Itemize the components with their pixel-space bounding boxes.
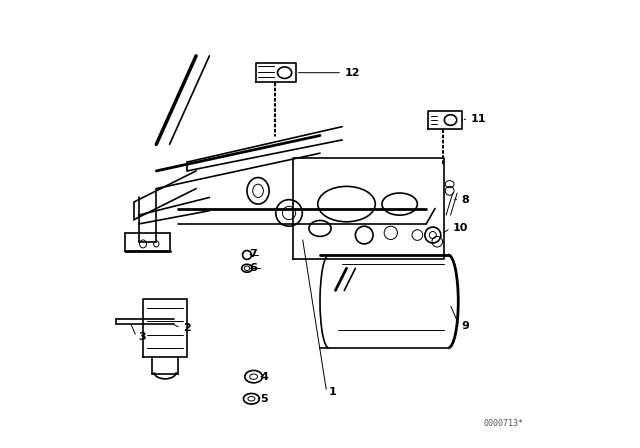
Text: 8: 8 <box>461 195 469 205</box>
Text: 11: 11 <box>470 114 486 124</box>
Text: 5: 5 <box>260 394 268 404</box>
Text: 12: 12 <box>344 68 360 78</box>
Text: 6: 6 <box>249 263 257 273</box>
Text: 2: 2 <box>183 323 191 333</box>
Text: 0000713*: 0000713* <box>484 418 524 427</box>
Text: 10: 10 <box>452 224 468 233</box>
Text: 7: 7 <box>249 249 257 259</box>
Text: 3: 3 <box>139 332 146 342</box>
Text: 9: 9 <box>461 321 470 331</box>
Text: 1: 1 <box>329 387 337 397</box>
Text: 4: 4 <box>260 372 268 382</box>
